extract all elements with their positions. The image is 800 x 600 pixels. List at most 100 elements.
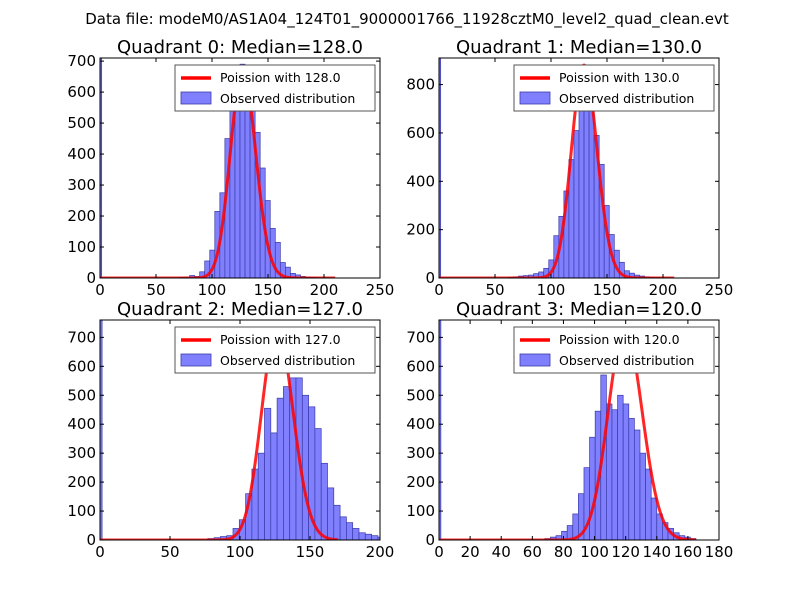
histogram-bar-edge	[439, 58, 442, 278]
y-tick-label: 400	[67, 415, 96, 433]
histogram-bar	[352, 528, 360, 540]
legend-bar-swatch	[180, 353, 212, 367]
y-tick-label: 0	[425, 531, 435, 549]
histogram-bar	[285, 266, 291, 278]
legend-label-observed: Observed distribution	[220, 353, 355, 368]
histogram-bar	[276, 397, 284, 540]
x-tick-label: 80	[554, 543, 573, 561]
plot-area	[100, 320, 380, 540]
histogram-bar-edge	[100, 320, 103, 540]
histogram-bar	[645, 468, 652, 540]
histogram-bar-edge	[439, 320, 442, 540]
y-tick-label: 300	[67, 176, 96, 194]
legend-bar-swatch	[519, 91, 551, 105]
x-tick-label: 200	[310, 281, 339, 299]
plot-area	[439, 58, 676, 278]
x-tick-label: 100	[537, 281, 566, 299]
histogram-bar	[371, 535, 379, 540]
x-tick-label: 160	[674, 543, 703, 561]
y-tick-label: 600	[67, 357, 96, 375]
y-tick-label: 0	[86, 531, 96, 549]
y-tick-label: 700	[67, 328, 96, 346]
histogram-bar-edge	[100, 58, 103, 278]
x-tick-label: 50	[485, 281, 504, 299]
histogram-bar	[650, 497, 658, 540]
legend-label-poisson: Poission with 127.0	[220, 332, 341, 347]
panel-title: Quadrant 3: Median=120.0	[456, 299, 702, 320]
y-tick-label: 700	[406, 328, 435, 346]
y-tick-label: 500	[67, 386, 96, 404]
histogram-bar	[611, 409, 618, 540]
y-tick-label: 800	[406, 76, 435, 94]
panel-title: Quadrant 0: Median=128.0	[117, 37, 363, 58]
y-tick-label: 400	[406, 172, 435, 190]
y-tick-label: 300	[67, 444, 96, 462]
y-tick-label: 600	[406, 357, 435, 375]
panels: Quadrant 0: Median=128.00 50 100 150 200 2500…	[67, 37, 733, 561]
legend-label-observed: Observed distribution	[559, 353, 694, 368]
legend: Poission with 130.0 Observed distribution	[513, 64, 715, 112]
panel-title: Quadrant 1: Median=130.0	[456, 37, 702, 58]
legend: Poission with 127.0 Observed distribution	[174, 326, 376, 374]
x-tick-label: 20	[461, 543, 480, 561]
x-tick-label: 200	[366, 543, 395, 561]
histogram-bar	[283, 386, 291, 540]
x-tick-label: 0	[95, 281, 105, 299]
figure-suptitle: Data file: modeM0/AS1A04_124T01_90000017…	[85, 10, 729, 29]
x-tick-label: 120	[611, 543, 640, 561]
x-tick-label: 40	[492, 543, 511, 561]
axes-frame	[99, 57, 381, 279]
legend-label-observed: Observed distribution	[559, 91, 694, 106]
x-tick-label: 50	[146, 281, 165, 299]
panel-3: Quadrant 3: Median=120.00 20 40 60 80 100 120 1…	[406, 299, 733, 561]
histogram-bar	[634, 429, 641, 540]
legend-bar-swatch	[180, 91, 212, 105]
y-tick-label: 600	[406, 124, 435, 142]
x-tick-label: 100	[198, 281, 227, 299]
y-tick-label: 0	[425, 269, 435, 287]
panel-0: Quadrant 0: Median=128.0 0 50 100 150 200 250 0…	[67, 37, 394, 299]
y-tick-label: 500	[406, 386, 435, 404]
histogram-bar	[639, 452, 646, 540]
histogram-bar	[583, 86, 590, 278]
histogram-bar	[617, 394, 624, 540]
y-tick-label: 300	[406, 444, 435, 462]
legend-label-poisson: Poission with 120.0	[559, 332, 680, 347]
legend-label-poisson: Poission with 130.0	[559, 70, 680, 85]
x-tick-label: 60	[523, 543, 542, 561]
panel-title: Quadrant 2: Median=127.0	[117, 299, 363, 320]
x-tick-label: 150	[593, 281, 622, 299]
y-tick-label: 700	[67, 52, 96, 70]
histogram-bar	[274, 242, 281, 278]
y-tick-label: 0	[86, 269, 96, 287]
legend-label-observed: Observed distribution	[220, 91, 355, 106]
y-tick-label: 600	[67, 83, 96, 101]
histogram-bar	[628, 418, 635, 540]
x-tick-label: 140	[642, 543, 671, 561]
histogram-bar	[327, 487, 335, 540]
x-tick-label: 150	[254, 281, 283, 299]
histogram-bar	[589, 436, 596, 540]
x-tick-label: 250	[705, 281, 734, 299]
histogram-bar	[333, 504, 341, 540]
histogram-bar	[314, 428, 322, 540]
histogram-bar	[358, 532, 366, 540]
histogram-bar	[270, 432, 278, 540]
histogram-bar	[377, 536, 380, 540]
x-tick-label: 0	[434, 543, 444, 561]
y-tick-label: 100	[67, 238, 96, 256]
histogram-bar	[320, 462, 328, 540]
histogram-bar	[244, 82, 251, 278]
x-tick-label: 50	[160, 543, 179, 561]
y-tick-label: 200	[406, 473, 435, 491]
x-tick-label: 0	[434, 281, 444, 299]
histogram-bar	[301, 394, 309, 540]
histogram-bar	[264, 407, 272, 540]
histogram-bar	[257, 452, 265, 540]
histogram-bar	[339, 516, 347, 540]
y-tick-label: 500	[67, 114, 96, 132]
x-tick-label: 200	[649, 281, 678, 299]
x-tick-label: 100	[580, 543, 609, 561]
legend-label-poisson: Poission with 128.0	[220, 70, 341, 85]
